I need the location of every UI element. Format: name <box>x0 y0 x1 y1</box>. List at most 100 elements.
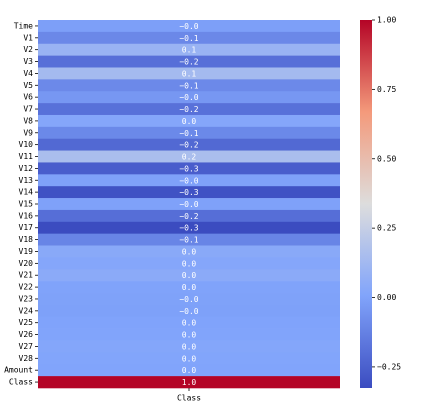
y-tick-label: V15 <box>19 200 34 209</box>
cell-label: 0.0 <box>182 271 197 280</box>
y-tick-label: V10 <box>19 140 34 149</box>
heatmap-cell <box>38 79 340 92</box>
heatmap-cell <box>38 328 340 341</box>
y-tick-label: V6 <box>23 93 33 102</box>
cell-label: 0.0 <box>182 366 197 375</box>
colorbar-tick-label: 0.50 <box>377 154 396 163</box>
y-tick-label: V8 <box>23 116 33 125</box>
heatmap-cell <box>38 114 340 128</box>
cell-label: 0.2 <box>182 153 197 162</box>
y-tick-label: V14 <box>19 188 34 197</box>
heatmap-cell <box>38 245 340 258</box>
heatmap-cell <box>38 293 340 306</box>
heatmap-cell <box>38 31 340 45</box>
heatmap-cell <box>38 162 340 175</box>
heatmap-cell <box>38 103 340 116</box>
heatmap-cell <box>38 126 340 140</box>
heatmap-cell <box>38 233 340 246</box>
heatmap-cell <box>38 364 340 377</box>
heatmap-cell <box>38 174 340 187</box>
cell-label: 1.0 <box>182 378 197 387</box>
colorbar-tick-label: 0.75 <box>377 85 396 94</box>
y-tick-label: V22 <box>19 283 34 292</box>
y-tick-label: V3 <box>23 57 33 66</box>
y-tick-label: V16 <box>19 211 34 220</box>
cell-label: −0.1 <box>179 129 198 138</box>
heatmap-cell <box>38 304 340 318</box>
cell-label: −0.1 <box>179 34 198 43</box>
heatmap-cell <box>38 186 340 199</box>
cell-label: −0.2 <box>179 212 198 221</box>
cell-label: −0.0 <box>179 176 198 185</box>
cell-label: −0.3 <box>179 224 198 233</box>
heatmap-cell <box>38 376 340 389</box>
cell-label: 0.0 <box>182 354 197 363</box>
y-tick-label: V1 <box>23 33 33 42</box>
y-tick-label: V13 <box>19 176 34 185</box>
y-tick-label: V27 <box>19 342 34 351</box>
colorbar-tick-label: 0.00 <box>377 293 396 302</box>
cell-label: 0.0 <box>182 331 197 340</box>
heatmap-cell <box>38 67 340 80</box>
y-tick-label: V21 <box>19 271 34 280</box>
y-tick-label: V2 <box>23 45 33 54</box>
heatmap-cell <box>38 150 340 163</box>
y-tick-label: V18 <box>19 235 34 244</box>
heatmap-cell <box>38 55 340 68</box>
y-tick-label: V5 <box>23 81 33 90</box>
colorbar-tick-label: 0.25 <box>377 224 396 233</box>
cell-label: 0.0 <box>182 283 197 292</box>
cell-label: 0.0 <box>182 342 197 351</box>
y-tick-label: V26 <box>19 330 34 339</box>
heatmap-cell <box>38 281 340 294</box>
cell-label: −0.0 <box>179 295 198 304</box>
heatmap-cell <box>38 198 340 211</box>
colorbar-tick-label: −0.25 <box>377 362 401 371</box>
cell-label: −0.2 <box>179 141 198 150</box>
cell-label: 0.1 <box>182 69 197 78</box>
colorbar-tick-label: 1.00 <box>377 16 396 25</box>
cell-label: −0.0 <box>179 200 198 209</box>
heatmap-cell <box>38 316 340 329</box>
cell-label: −0.3 <box>179 164 198 173</box>
y-tick-label: V11 <box>19 152 34 161</box>
y-tick-label: Class <box>9 378 33 387</box>
cell-label: −0.1 <box>179 81 198 90</box>
heatmap-cell <box>38 20 340 33</box>
cell-label: −0.0 <box>179 93 198 102</box>
cell-label: −0.1 <box>179 236 198 245</box>
y-tick-label: V28 <box>19 354 34 363</box>
x-tick-label: Class <box>177 394 201 403</box>
y-tick-label: Time <box>14 21 33 30</box>
heatmap-cell <box>38 138 340 151</box>
cell-label: −0.0 <box>179 22 198 31</box>
y-tick-label: V17 <box>19 223 34 232</box>
y-tick-label: V9 <box>23 128 33 137</box>
heatmap-cell <box>38 269 340 282</box>
y-tick-label: V23 <box>19 294 34 303</box>
y-tick-label: V7 <box>23 105 33 114</box>
cell-label: −0.3 <box>179 188 198 197</box>
cell-label: −0.2 <box>179 58 198 67</box>
heatmap-cell <box>38 209 340 223</box>
cell-label: −0.2 <box>179 105 198 114</box>
heatmap-cell <box>38 43 340 56</box>
cell-label: 0.0 <box>182 247 197 256</box>
cell-label: 0.0 <box>182 259 197 268</box>
cell-label: 0.0 <box>182 117 197 126</box>
y-tick-label: V20 <box>19 259 34 268</box>
heatmap-cell <box>38 221 340 234</box>
heatmap-cell <box>38 91 340 104</box>
y-tick-label: V24 <box>19 306 34 315</box>
y-tick-label: V19 <box>19 247 34 256</box>
cell-label: 0.1 <box>182 46 197 55</box>
heatmap-cell <box>38 257 340 270</box>
heatmap-cell <box>38 340 340 353</box>
y-tick-label: V4 <box>23 69 33 78</box>
cell-label: −0.0 <box>179 307 198 316</box>
cell-label: 0.0 <box>182 319 197 328</box>
colorbar <box>360 20 372 388</box>
heatmap-cell <box>38 352 340 365</box>
y-tick-label: Amount <box>4 366 33 375</box>
